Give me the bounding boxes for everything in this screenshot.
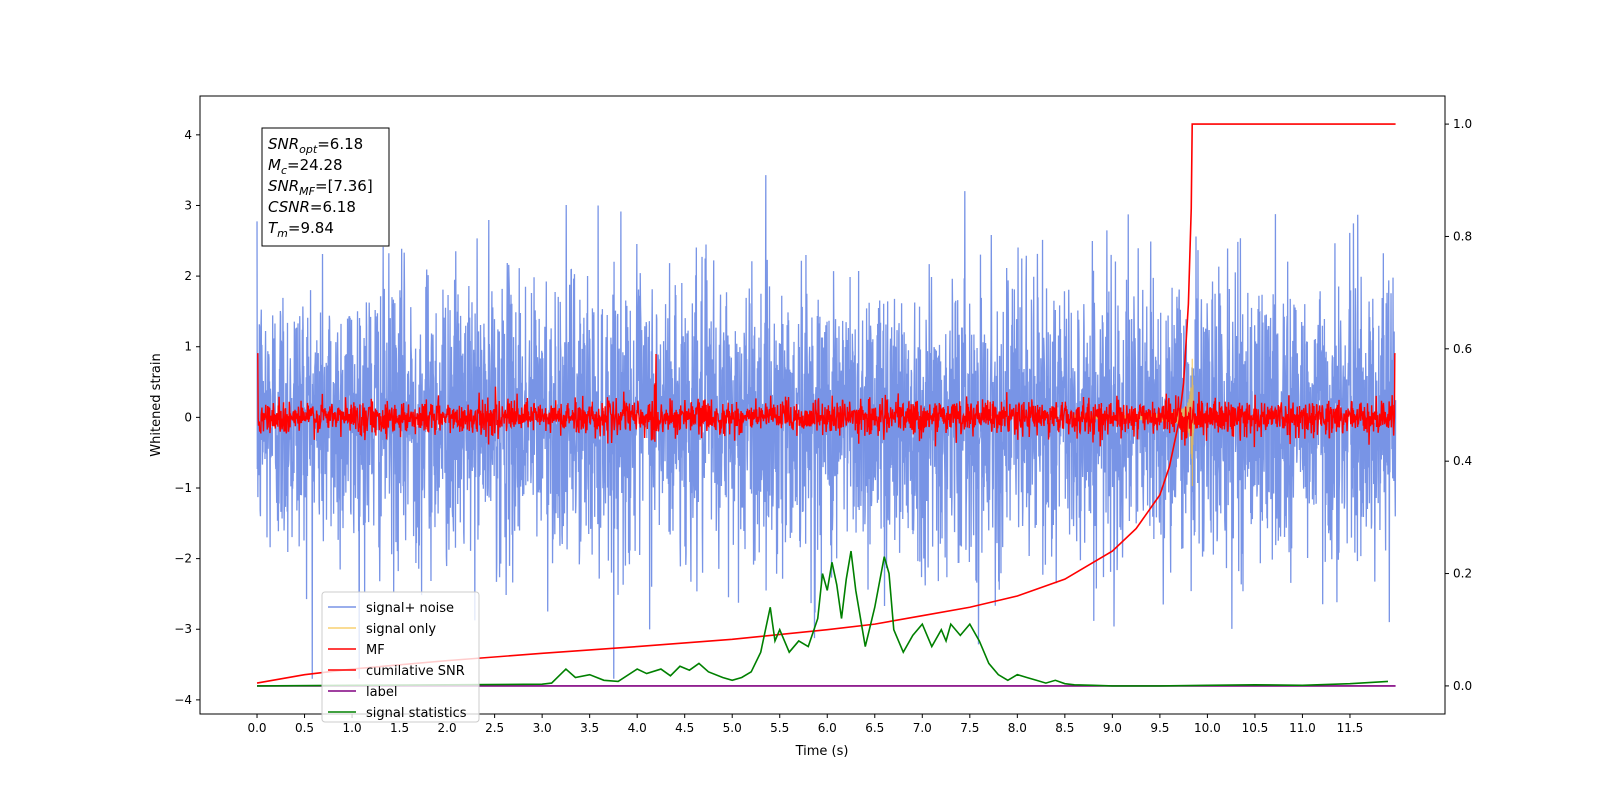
x-tick-label: 2.0 bbox=[438, 721, 457, 735]
x-tick-label: 3.0 bbox=[533, 721, 552, 735]
annotation-line: Mc=24.28 bbox=[268, 156, 343, 177]
annotation-line: CSNR=6.18 bbox=[268, 198, 356, 216]
legend-label: signal statistics bbox=[366, 706, 467, 721]
legend-label: MF bbox=[366, 643, 385, 658]
x-tick-label: 9.5 bbox=[1150, 721, 1169, 735]
x-tick-label: 7.5 bbox=[960, 721, 979, 735]
y-tick-label: 0 bbox=[184, 410, 192, 424]
y2-tick-label: 0.4 bbox=[1453, 454, 1472, 468]
y-axis-label: Whitened strain bbox=[149, 353, 164, 456]
y-tick-label: 2 bbox=[184, 269, 192, 283]
legend-item-mf: MF bbox=[328, 643, 385, 658]
plot-frame bbox=[199, 95, 1446, 715]
x-tick-label: 7.0 bbox=[913, 721, 932, 735]
x-tick-label: 10.0 bbox=[1194, 721, 1221, 735]
legend-box bbox=[321, 591, 480, 723]
x-tick-label: 6.0 bbox=[818, 721, 837, 735]
y2-tick-label: 0.0 bbox=[1453, 679, 1472, 693]
legend-item-signal-only: signal only bbox=[328, 622, 436, 637]
legend-item-cumulative-snr: cumilative SNR bbox=[328, 664, 465, 679]
annotation-line: Tm=9.84 bbox=[268, 219, 334, 240]
annotation-box: SNRopt=6.18Mc=24.28SNRMF=[7.36]CSNR=6.18… bbox=[261, 127, 390, 247]
annotation-line: SNRMF=[7.36] bbox=[268, 177, 373, 198]
annotation-border bbox=[261, 127, 390, 247]
y-axis-right: 0.0 0.2 0.4 0.6 0.8 1.0 bbox=[1445, 117, 1472, 693]
x-tick-label: 8.0 bbox=[1008, 721, 1027, 735]
legend-label: signal only bbox=[366, 622, 436, 637]
x-tick-label: 1.0 bbox=[343, 721, 362, 735]
series-mf bbox=[257, 353, 1396, 448]
x-tick-label: 11.5 bbox=[1337, 721, 1364, 735]
legend-items: signal+ noise signal only MF cumilative SNR… bbox=[328, 601, 467, 721]
x-tick-label: 0.5 bbox=[295, 721, 314, 735]
series-signal-noise bbox=[256, 175, 1397, 679]
legend-label: signal+ noise bbox=[366, 601, 454, 616]
x-tick-label: 5.5 bbox=[770, 721, 789, 735]
y-tick-label: 4 bbox=[184, 128, 192, 142]
x-tick-label: 3.5 bbox=[580, 721, 599, 735]
x-tick-label: 2.5 bbox=[485, 721, 504, 735]
legend-label: label bbox=[366, 685, 397, 700]
x-tick-label: 10.5 bbox=[1242, 721, 1269, 735]
legend-item-signal-statistics: signal statistics bbox=[328, 706, 467, 721]
y2-tick-label: 0.6 bbox=[1453, 342, 1472, 356]
x-tick-label: 9.0 bbox=[1103, 721, 1122, 735]
legend-item-signal-noise: signal+ noise bbox=[328, 601, 454, 616]
legend-label: cumilative SNR bbox=[366, 664, 465, 679]
y-tick-label: −2 bbox=[174, 552, 192, 566]
y-tick-label: −4 bbox=[174, 693, 192, 707]
x-tick-label: 1.5 bbox=[390, 721, 409, 735]
y-tick-label: 3 bbox=[184, 198, 192, 212]
series-signal-statistics bbox=[257, 550, 1389, 687]
x-tick-label: 11.0 bbox=[1289, 721, 1316, 735]
y-tick-label: −3 bbox=[174, 622, 192, 636]
x-tick-label: 6.5 bbox=[865, 721, 884, 735]
y-axis-left: −4 −3 −2 −1 0 1 2 3 4 bbox=[174, 128, 200, 707]
y-tick-label: 1 bbox=[184, 340, 192, 354]
y2-tick-label: 0.2 bbox=[1453, 567, 1472, 581]
x-tick-label: 4.0 bbox=[628, 721, 647, 735]
legend-item-label: label bbox=[328, 685, 397, 700]
annotation-line: SNRopt=6.18 bbox=[268, 135, 363, 156]
x-tick-label: 4.5 bbox=[675, 721, 694, 735]
x-axis: 0.0 0.5 1.0 1.5 2.0 2.5 3.0 3.5 4.0 4.5 5.0 5.5 6.0 6… bbox=[247, 714, 1363, 735]
x-tick-label: 8.5 bbox=[1055, 721, 1074, 735]
x-axis-label: Time (s) bbox=[795, 744, 849, 759]
x-tick-label: 0.0 bbox=[247, 721, 266, 735]
series-cumulative-snr bbox=[256, 123, 1396, 684]
y2-tick-label: 1.0 bbox=[1453, 117, 1472, 131]
y2-tick-label: 0.8 bbox=[1453, 229, 1472, 243]
legend: signal+ noise signal only MF cumilative SNR… bbox=[321, 591, 480, 723]
y-tick-label: −1 bbox=[174, 481, 192, 495]
x-tick-label: 5.0 bbox=[723, 721, 742, 735]
series-layer bbox=[256, 123, 1397, 687]
annotation-lines: SNRopt=6.18Mc=24.28SNRMF=[7.36]CSNR=6.18… bbox=[268, 135, 373, 240]
